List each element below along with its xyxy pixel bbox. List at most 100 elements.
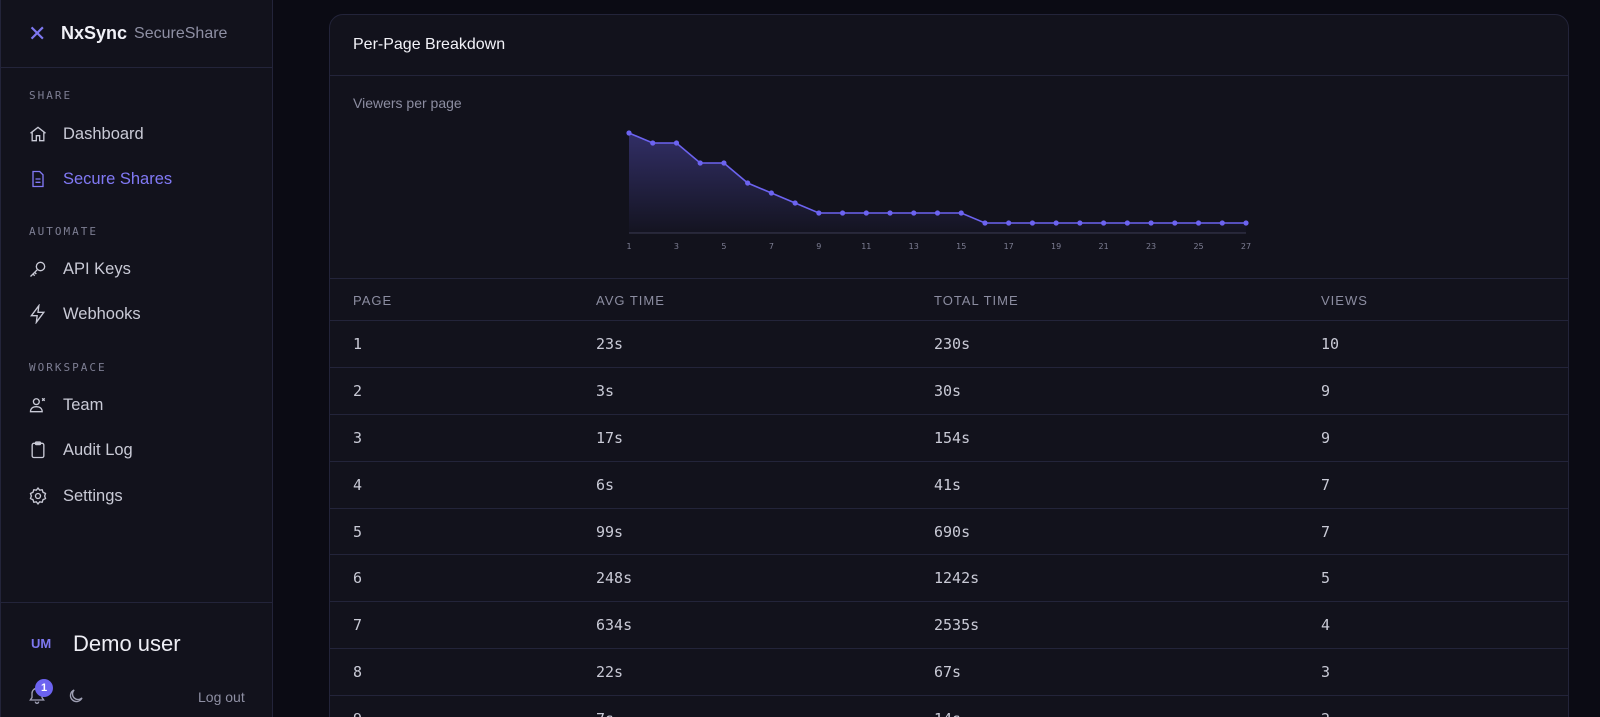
table-cell: 99s (596, 522, 624, 541)
column-header-page[interactable]: PAGE (353, 293, 393, 308)
chart-point[interactable] (863, 210, 869, 216)
chart-point[interactable] (1148, 220, 1154, 226)
column-header-avg-time[interactable]: AVG TIME (596, 293, 665, 308)
sidebar-item-audit-log[interactable]: Audit Log (28, 435, 133, 465)
chart-point[interactable] (745, 180, 751, 186)
chart-point[interactable] (958, 210, 964, 216)
document-icon (32, 170, 44, 188)
chart-x-tick-label: 13 (909, 242, 919, 251)
table-cell: 4 (353, 475, 363, 494)
sidebar-footer: UM Demo user 1 Log out (1, 602, 273, 717)
sidebar-item-secure-shares[interactable]: Secure Shares (28, 164, 172, 194)
table-cell: 6s (596, 475, 615, 494)
chart-point[interactable] (934, 210, 941, 216)
brand: ✕ NxSync SecureShare (1, 0, 272, 68)
table-cell: 41s (934, 475, 962, 494)
breakdown-table: PAGE AVG TIME TOTAL TIME VIEWS 1 23s 230s 1… (330, 279, 1568, 717)
table-cell: 1242s (934, 569, 980, 588)
table-cell: 9 (1321, 381, 1331, 400)
table-cell: 14s (934, 710, 961, 717)
chart-point[interactable] (673, 140, 680, 146)
chart-point[interactable] (1195, 220, 1202, 226)
table-cell: 634s (596, 616, 633, 635)
sidebar-item-label: Audit Log (63, 440, 133, 459)
chart-point[interactable] (792, 200, 798, 206)
sidebar-item-team[interactable]: Team (28, 390, 103, 420)
section-label-workspace: WORKSPACE (29, 361, 107, 374)
chart-point[interactable] (1243, 220, 1249, 226)
notification-badge: 1 (35, 679, 53, 697)
section-label-automate: AUTOMATE (29, 225, 98, 238)
chart-x-tick-label: 19 (1051, 242, 1061, 251)
chart-point[interactable] (697, 160, 703, 166)
table-cell: 7 (1321, 475, 1331, 494)
chart-point[interactable] (1219, 220, 1225, 226)
sidebar-item-dashboard[interactable]: Dashboard (28, 119, 144, 149)
table-cell: 6 (353, 569, 363, 588)
chart-x-tick-label: 27 (1241, 242, 1251, 251)
sidebar-item-api-keys[interactable]: API Keys (28, 254, 131, 284)
table-row: 3 17s 154s 9 (330, 415, 1568, 462)
chart-x-tick-label: 21 (1099, 242, 1109, 251)
sidebar-item-label: Webhooks (63, 304, 141, 323)
chart-point[interactable] (1029, 220, 1036, 226)
chart-point[interactable] (650, 140, 656, 146)
table-cell: 1 (353, 335, 363, 353)
table-cell: 22s (596, 663, 624, 682)
card-title: Per-Page Breakdown (330, 15, 1568, 76)
chart-point[interactable] (982, 220, 988, 226)
table-header: PAGE AVG TIME TOTAL TIME VIEWS (330, 279, 1568, 321)
chart-area-fill (629, 133, 1246, 233)
chart-point[interactable] (887, 210, 893, 216)
viewers-chart: Viewers per page 1 3 5 7 9 11 13 15 17 19 21 23 25 27 (330, 76, 1568, 279)
sidebar-item-label: API Keys (63, 259, 131, 278)
table-cell: 9 (353, 710, 362, 717)
chart-point[interactable] (1077, 220, 1083, 226)
sidebar: ✕ NxSync SecureShare SHARE Dashboard Sec… (0, 0, 273, 717)
chart-x-tick-label: 1 (626, 242, 631, 251)
chart-point[interactable] (816, 210, 822, 216)
chart-point[interactable] (911, 210, 917, 216)
sidebar-item-label: Settings (63, 486, 123, 505)
table-cell: 154s (934, 428, 971, 447)
table-cell: 9 (1321, 428, 1331, 447)
table-row: 9 7s 14s 2 (330, 696, 1568, 717)
sidebar-item-label: Dashboard (63, 124, 144, 143)
team-icon (29, 397, 46, 413)
chart-point[interactable] (1124, 220, 1130, 226)
logout-link[interactable]: Log out (198, 689, 245, 705)
chart-x-tick-label: 3 (674, 242, 679, 251)
table-cell: 690s (934, 522, 971, 541)
column-header-views[interactable]: VIEWS (1321, 293, 1368, 308)
chart-x-tick-label: 7 (769, 242, 774, 251)
chart-point[interactable] (626, 130, 632, 136)
key-icon (30, 261, 46, 277)
table-cell: 17s (596, 428, 624, 447)
chart-point[interactable] (768, 190, 774, 196)
chart-point[interactable] (1053, 220, 1059, 226)
chart-point[interactable] (1006, 220, 1012, 226)
table-cell: 10 (1321, 335, 1340, 353)
chart-x-tick-label: 25 (1193, 242, 1203, 251)
table-cell: 7 (1321, 522, 1331, 541)
column-header-total-time[interactable]: TOTAL TIME (934, 293, 1019, 308)
avatar[interactable]: UM (31, 636, 52, 651)
chart-point[interactable] (721, 160, 727, 166)
chart-point[interactable] (1101, 220, 1107, 226)
sidebar-item-settings[interactable]: Settings (28, 481, 123, 511)
table-cell: 2 (1321, 710, 1330, 717)
chart-label: Viewers per page (353, 95, 462, 111)
chart-point[interactable] (839, 210, 846, 216)
bolt-icon (30, 304, 46, 324)
table-cell: 4 (1321, 616, 1331, 635)
moon-icon[interactable] (67, 687, 85, 705)
chart-x-tick-label: 23 (1146, 242, 1156, 251)
chart-x-tick-label: 15 (956, 242, 966, 251)
table-cell: 3 (1321, 663, 1331, 682)
table-cell: 2535s (934, 616, 980, 635)
table-cell: 7 (353, 616, 363, 635)
chart-point[interactable] (1172, 220, 1178, 226)
table-cell: 3 (353, 428, 363, 447)
sidebar-item-webhooks[interactable]: Webhooks (28, 299, 141, 329)
